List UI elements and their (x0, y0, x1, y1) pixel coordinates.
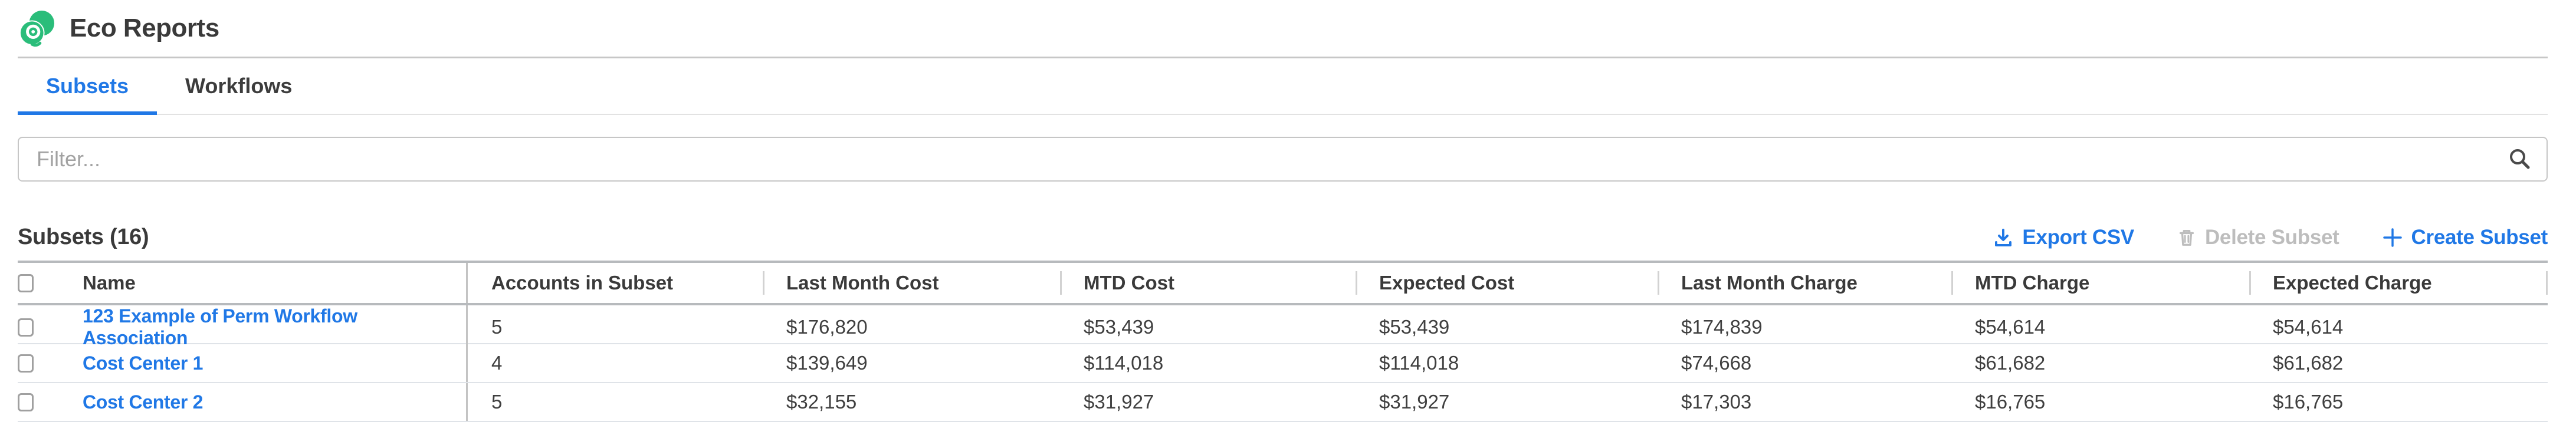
table-body: 123 Example of Perm Workflow Association… (18, 305, 2548, 422)
row-checkbox[interactable] (18, 318, 34, 337)
filter-input[interactable] (18, 137, 2548, 182)
expected-charge-cell: $16,765 (2273, 391, 2344, 413)
table-header-row: Name Accounts in Subset Last Month Cost … (18, 261, 2548, 305)
column-header-expected-charge[interactable]: Expected Charge (2249, 263, 2548, 303)
subset-name-link[interactable]: Cost Center 1 (83, 352, 204, 374)
row-checkbox[interactable] (18, 393, 34, 411)
tab-bar: Subsets Workflows (18, 58, 2548, 115)
export-csv-button[interactable]: Export CSV (1993, 226, 2134, 249)
expected-charge-cell: $61,682 (2273, 352, 2344, 374)
accounts-cell: 5 (466, 383, 763, 421)
mtd-charge-cell: $54,614 (1975, 316, 2046, 338)
column-header-mtd-charge[interactable]: MTD Charge (1951, 263, 2249, 303)
name-cell: Cost Center 1 (83, 344, 466, 382)
page-content: Eco Reports Subsets Workflows Subsets (1… (18, 0, 2548, 422)
eco-logo-icon (18, 11, 55, 47)
toolbar-actions: Export CSV Delete Subset Create Subse (1993, 226, 2548, 249)
row-checkbox-cell (18, 383, 83, 421)
subsets-toolbar: Subsets (16) Export CSV De (18, 214, 2548, 261)
subsets-heading: Subsets (16) (18, 225, 149, 249)
last-month-cost-cell: $176,820 (786, 316, 868, 338)
download-icon (1993, 227, 2014, 248)
page-title: Eco Reports (70, 14, 219, 42)
row-checkbox-cell (18, 305, 83, 349)
mtd-cost-cell: $31,927 (1084, 391, 1154, 413)
mtd-charge-cell: $16,765 (1975, 391, 2046, 413)
table-row: Cost Center 2 5 $32,155 $31,927 $31,927 … (18, 383, 2548, 422)
last-month-charge-cell: $17,303 (1681, 391, 1752, 413)
delete-subset-button[interactable]: Delete Subset (2177, 226, 2339, 249)
delete-subset-label: Delete Subset (2204, 225, 2339, 249)
last-month-charge-cell: $174,839 (1681, 316, 1763, 338)
expected-cost-cell: $53,439 (1379, 316, 1450, 338)
column-header-name[interactable]: Name (83, 272, 136, 294)
search-icon[interactable] (2508, 147, 2531, 171)
select-all-checkbox[interactable] (18, 274, 34, 292)
create-subset-button[interactable]: Create Subset (2382, 226, 2548, 249)
expected-charge-cell: $54,614 (2273, 316, 2344, 338)
mtd-charge-cell: $61,682 (1975, 352, 2046, 374)
accounts-cell: 4 (466, 344, 763, 382)
app-header: Eco Reports (18, 0, 2548, 58)
subset-name-link[interactable]: Cost Center 2 (83, 391, 204, 413)
name-cell: Cost Center 2 (83, 383, 466, 421)
mtd-cost-cell: $114,018 (1084, 352, 1164, 374)
expected-cost-cell: $114,018 (1379, 352, 1459, 374)
mtd-cost-cell: $53,439 (1084, 316, 1154, 338)
column-header-accounts[interactable]: Accounts in Subset (466, 263, 763, 303)
last-month-charge-cell: $74,668 (1681, 352, 1752, 374)
trash-icon (2177, 228, 2197, 248)
column-header-mtd-cost[interactable]: MTD Cost (1060, 263, 1356, 303)
tab-workflows[interactable]: Workflows (157, 58, 320, 114)
tab-subsets[interactable]: Subsets (18, 58, 157, 115)
name-cell: 123 Example of Perm Workflow Association (83, 305, 466, 349)
table-row: 123 Example of Perm Workflow Association… (18, 305, 2548, 349)
table-row: Cost Center 1 4 $139,649 $114,018 $114,0… (18, 344, 2548, 383)
tab-subsets-label: Subsets (46, 74, 129, 98)
accounts-cell: 5 (466, 305, 763, 349)
header-checkbox-cell (18, 263, 83, 303)
expected-cost-cell: $31,927 (1379, 391, 1450, 413)
subsets-table: Name Accounts in Subset Last Month Cost … (18, 261, 2548, 422)
column-header-last-month-charge[interactable]: Last Month Charge (1658, 263, 1951, 303)
row-checkbox[interactable] (18, 354, 34, 373)
row-checkbox-cell (18, 344, 83, 382)
last-month-cost-cell: $139,649 (786, 352, 868, 374)
filter-bar (18, 137, 2548, 182)
column-header-last-month-cost[interactable]: Last Month Cost (763, 263, 1060, 303)
last-month-cost-cell: $32,155 (786, 391, 857, 413)
subset-name-link[interactable]: 123 Example of Perm Workflow Association (83, 305, 357, 348)
plus-icon (2382, 227, 2403, 248)
column-header-expected-cost[interactable]: Expected Cost (1356, 263, 1658, 303)
export-csv-label: Export CSV (2022, 225, 2134, 249)
create-subset-label: Create Subset (2411, 225, 2548, 249)
tab-workflows-label: Workflows (185, 74, 293, 98)
